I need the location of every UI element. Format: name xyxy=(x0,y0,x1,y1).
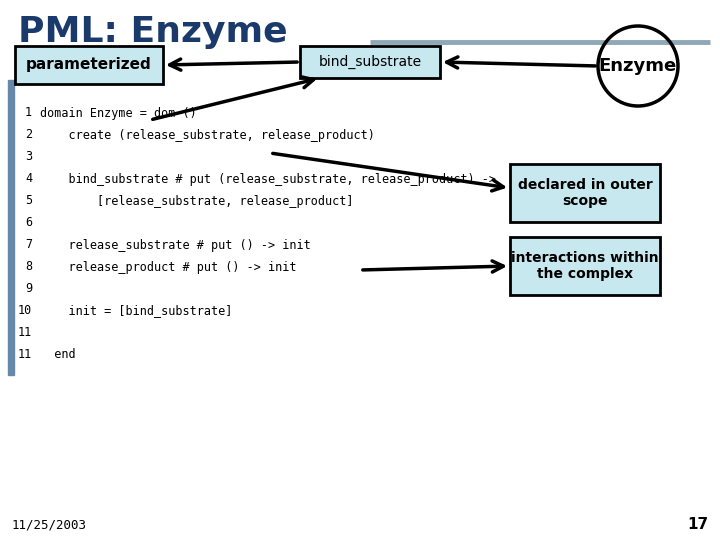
Text: bind_substrate: bind_substrate xyxy=(318,55,422,69)
Text: 11: 11 xyxy=(18,327,32,340)
Text: 7: 7 xyxy=(25,239,32,252)
Text: create (release_substrate, release_product): create (release_substrate, release_produ… xyxy=(40,129,375,141)
Text: 1: 1 xyxy=(25,106,32,119)
Text: 2: 2 xyxy=(25,129,32,141)
Text: 11/25/2003: 11/25/2003 xyxy=(12,519,87,532)
Text: declared in outer
scope: declared in outer scope xyxy=(518,178,652,208)
Text: domain Enzyme = dom (): domain Enzyme = dom () xyxy=(40,106,197,119)
Text: 4: 4 xyxy=(25,172,32,186)
Text: release_substrate # put () -> init: release_substrate # put () -> init xyxy=(40,239,311,252)
Text: init = [bind_substrate]: init = [bind_substrate] xyxy=(40,305,233,318)
Text: PML: Enzyme: PML: Enzyme xyxy=(18,15,287,49)
Text: interactions within
the complex: interactions within the complex xyxy=(511,251,659,281)
Text: parameterized: parameterized xyxy=(26,57,152,72)
Text: end: end xyxy=(40,348,76,361)
Text: 9: 9 xyxy=(25,282,32,295)
FancyBboxPatch shape xyxy=(510,237,660,295)
Text: 10: 10 xyxy=(18,305,32,318)
Text: release_product # put () -> init: release_product # put () -> init xyxy=(40,260,297,273)
FancyBboxPatch shape xyxy=(300,46,440,78)
Text: 17: 17 xyxy=(687,517,708,532)
Text: 3: 3 xyxy=(25,151,32,164)
Text: 6: 6 xyxy=(25,217,32,230)
Bar xyxy=(8,80,14,375)
Text: 11: 11 xyxy=(18,348,32,361)
FancyBboxPatch shape xyxy=(15,46,163,84)
Text: bind_substrate # put (release_substrate, release_product) ->: bind_substrate # put (release_substrate,… xyxy=(40,172,496,186)
Text: 8: 8 xyxy=(25,260,32,273)
Text: Enzyme: Enzyme xyxy=(599,57,677,75)
Text: [release_substrate, release_product]: [release_substrate, release_product] xyxy=(40,194,354,207)
FancyBboxPatch shape xyxy=(510,164,660,222)
Text: 5: 5 xyxy=(25,194,32,207)
